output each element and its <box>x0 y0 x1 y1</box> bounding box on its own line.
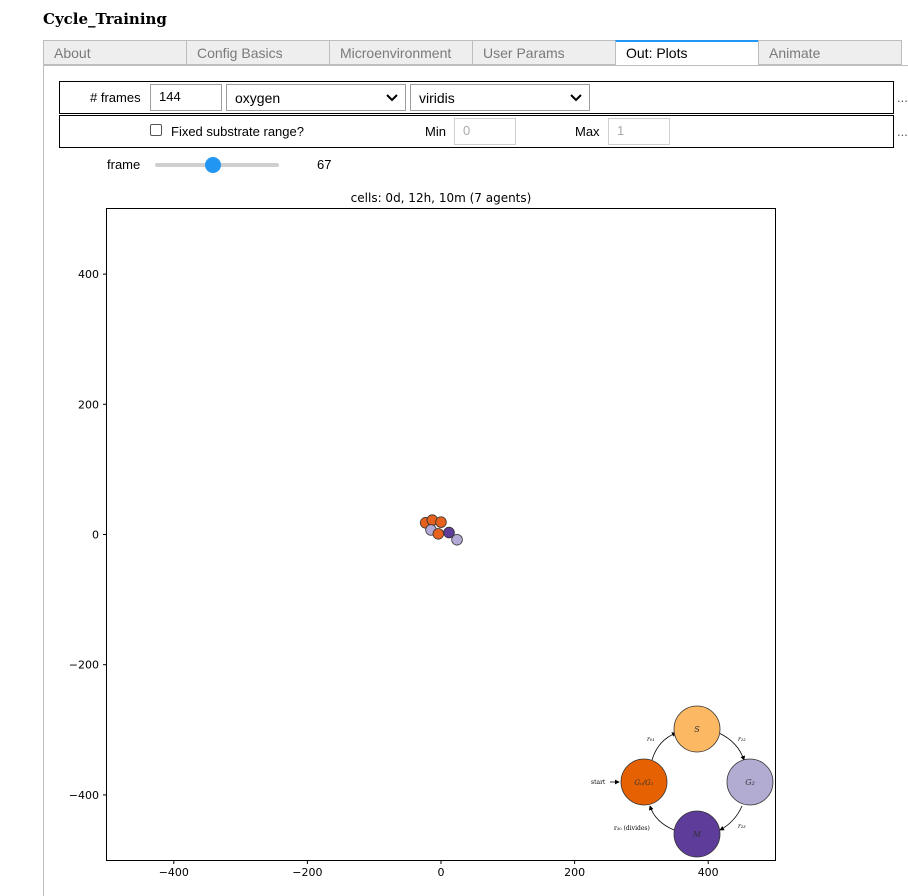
x-tick-label: 0 <box>438 866 445 879</box>
y-axis: 400 200 0 −200 −400 <box>69 268 107 802</box>
rate-r12-label: r₁₂ <box>738 736 746 743</box>
overflow-ellipsis: ... <box>897 90 908 105</box>
tab-panel <box>43 65 908 896</box>
tab-microenvironment[interactable]: Microenvironment <box>329 40 473 65</box>
rate-r23-label: r₂₃ <box>738 823 746 830</box>
x-tick-label: 200 <box>564 866 585 879</box>
frames-control-row <box>59 81 894 114</box>
phase-m-node <box>673 810 721 858</box>
y-tick-label: −200 <box>69 659 99 672</box>
cell-agent <box>435 516 447 528</box>
colormap-select[interactable]: viridis <box>410 84 590 111</box>
substrate-range-row <box>59 115 894 148</box>
frame-value: 67 <box>317 157 332 172</box>
rate-r01-label: r₀₁ <box>647 736 655 743</box>
phase-g2-label: G₂ <box>745 778 755 787</box>
cell-agent <box>432 528 445 540</box>
cycle-legend: S G₂ M G₀/G₁ r₀₁ r₁₂ r₂₃ r₃₀ (divides) s… <box>591 705 774 858</box>
x-tick-label: 400 <box>698 866 719 879</box>
chevron-down-icon <box>386 94 398 102</box>
substrate-select[interactable]: oxygen <box>226 84 406 111</box>
y-tick-label: 200 <box>78 398 99 411</box>
tab-bar: About Config Basics Microenvironment Use… <box>43 40 903 66</box>
frame-slider-handle[interactable] <box>205 157 221 173</box>
chevron-down-icon <box>570 94 582 102</box>
x-tick-label: −400 <box>159 866 189 879</box>
fixed-range-checkbox[interactable] <box>150 124 162 136</box>
phase-g0g1-label: G₀/G₁ <box>634 779 653 787</box>
fixed-range-label: Fixed substrate range? <box>171 124 304 139</box>
frames-input[interactable]: 144 <box>150 84 222 111</box>
arrow-r30 <box>648 805 675 831</box>
overflow-ellipsis: ... <box>897 124 908 139</box>
max-label: Max <box>575 124 600 139</box>
phase-s-node <box>673 705 721 753</box>
x-tick-label: −200 <box>292 866 322 879</box>
min-input[interactable]: 0 <box>454 118 516 145</box>
y-tick-label: 400 <box>78 268 99 281</box>
chart-title: cells: 0d, 12h, 10m (7 agents) <box>350 191 532 205</box>
cell-agent <box>443 526 455 539</box>
frames-label: # frames <box>90 90 141 105</box>
rate-r30-label: r₃₀ (divides) <box>614 825 650 832</box>
substrate-select-value: oxygen <box>235 90 281 106</box>
phase-s-label: S <box>694 725 700 734</box>
y-tick-label: −400 <box>69 789 99 802</box>
cell-agents <box>419 514 463 546</box>
arrow-r23 <box>719 805 743 831</box>
phase-g0g1-node <box>620 758 668 806</box>
tab-out-plots[interactable]: Out: Plots <box>615 40 759 66</box>
arrow-r12 <box>718 732 746 761</box>
tab-user-params[interactable]: User Params <box>472 40 616 65</box>
min-label: Min <box>425 124 446 139</box>
start-label: start <box>591 779 606 786</box>
x-axis: −400 −200 0 200 400 <box>159 860 719 879</box>
phase-m-label: M <box>692 830 702 839</box>
app-title: Cycle_Training <box>43 10 167 28</box>
max-input[interactable]: 1 <box>608 118 670 145</box>
cell-agent <box>451 533 463 546</box>
colormap-select-value: viridis <box>419 90 455 106</box>
phase-g2-node <box>726 758 774 806</box>
frame-label: frame <box>107 157 141 172</box>
y-tick-label: 0 <box>92 529 99 542</box>
tab-animate[interactable]: Animate <box>758 40 902 65</box>
arrow-r01 <box>651 732 677 761</box>
